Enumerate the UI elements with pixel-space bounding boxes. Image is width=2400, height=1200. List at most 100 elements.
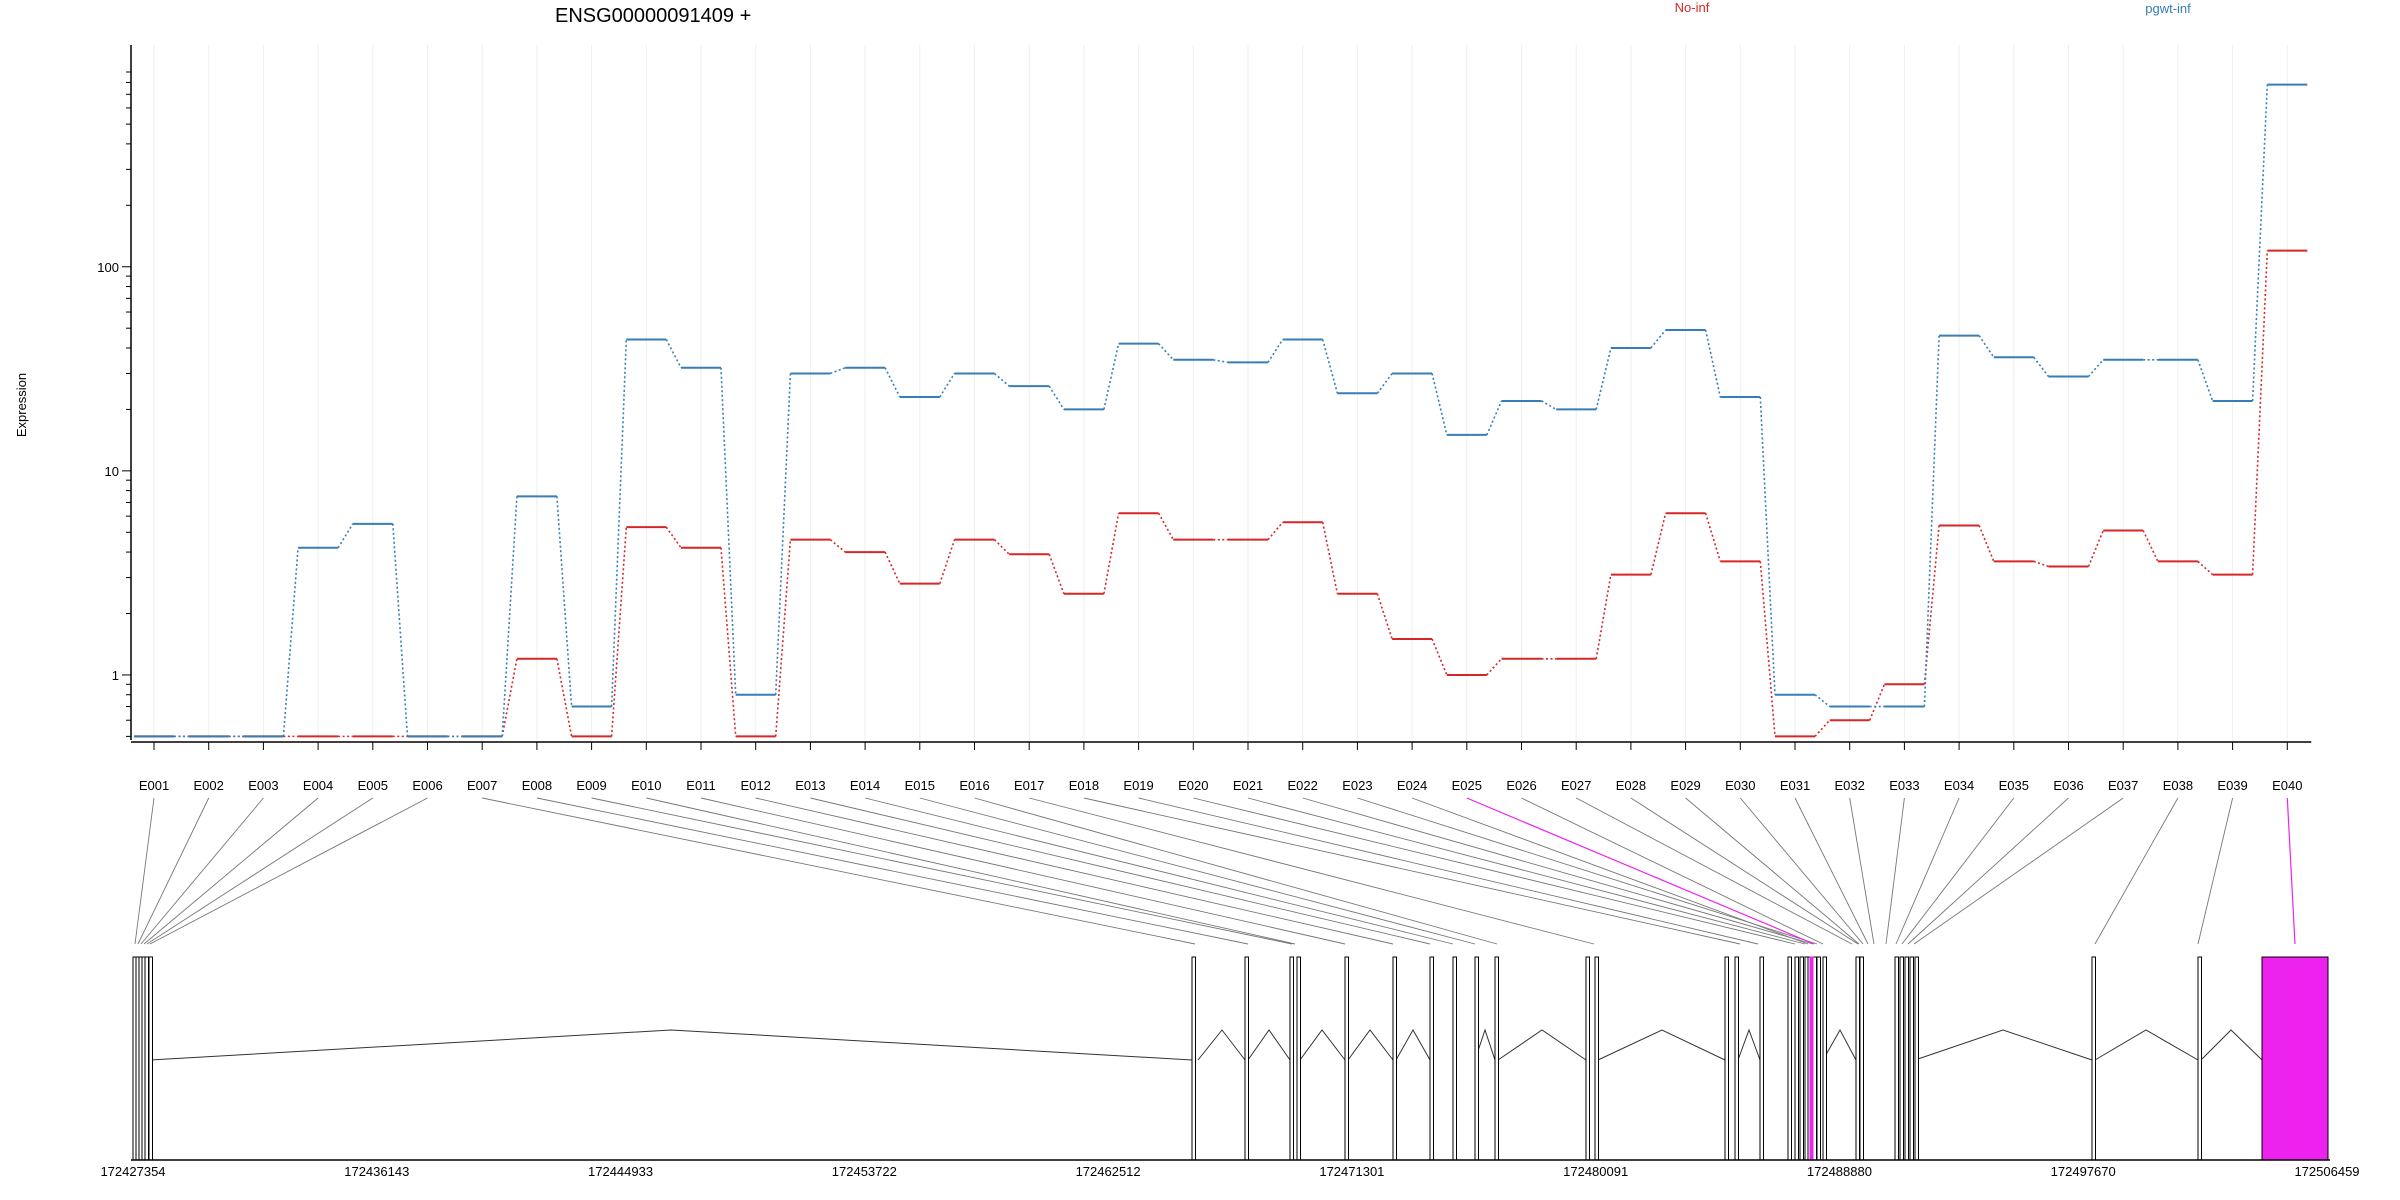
connector-e009	[591, 797, 1293, 945]
transition-segment	[1267, 339, 1284, 363]
transition-segment	[993, 372, 1010, 387]
x-tick-label-e015: E015	[905, 778, 935, 793]
coordinate-tick-label: 172462512	[1076, 1164, 1141, 1179]
connector-e039	[2197, 797, 2234, 945]
exon-box	[1244, 956, 1249, 1161]
x-tick-label-e007: E007	[467, 778, 497, 793]
transition-segment	[1103, 343, 1120, 410]
x-tick-label-e034: E034	[1944, 778, 1974, 793]
transition-segment	[1431, 373, 1448, 436]
transition-segment	[720, 547, 737, 737]
transition-segment	[1157, 512, 1174, 541]
connector-e038	[2094, 797, 2179, 945]
grid-lines	[153, 45, 2288, 740]
intron-link	[1497, 1029, 1587, 1061]
x-axis: E001 E002 E003 E004 E005 E006 E007 E008 E009 E010…	[131, 741, 2312, 793]
x-tick-label-e038: E038	[2163, 778, 2193, 793]
transition-segment	[1048, 554, 1065, 595]
x-tick-label-e011: E011	[686, 778, 715, 793]
y-tick-label: 1	[112, 668, 119, 683]
exon-connectors	[134, 797, 2296, 945]
transition-segment	[1978, 525, 1995, 562]
x-tick-label-e035: E035	[1999, 778, 2029, 793]
connector-e024	[1411, 797, 1809, 945]
x-tick-label-e028: E028	[1616, 778, 1646, 793]
intron-link	[2200, 1029, 2263, 1061]
connector-e008	[536, 797, 1249, 945]
exon-box	[1759, 956, 1764, 1161]
transition-segment	[1486, 658, 1503, 676]
connector-e013	[810, 797, 1431, 945]
transition-segment	[1704, 329, 1722, 398]
exon-box	[1344, 956, 1349, 1161]
transition-segment	[1486, 400, 1503, 436]
x-tick-label-e002: E002	[194, 778, 224, 793]
legend-no-inf: No-inf	[1675, 0, 1710, 15]
connector-e029	[1685, 797, 1860, 945]
connector-e011	[700, 797, 1346, 945]
x-tick-label-e013: E013	[795, 778, 825, 793]
x-tick-label-e025: E025	[1452, 778, 1482, 793]
y-tick-label: 10	[105, 464, 119, 479]
exon-box	[1296, 956, 1301, 1161]
transition-segment	[337, 523, 354, 549]
exon-box	[1474, 956, 1479, 1161]
intron-link	[1914, 1029, 2093, 1061]
transition-segment	[829, 539, 846, 553]
x-tick-label-e009: E009	[576, 778, 606, 793]
transition-segment	[501, 658, 518, 737]
connector-e017	[1029, 797, 1595, 945]
intron-link	[1299, 1029, 1346, 1061]
intron-link	[1197, 1029, 1246, 1061]
exon-box	[1494, 956, 1499, 1161]
transition-segment	[774, 539, 792, 737]
intron-link	[149, 1029, 1193, 1061]
transition-segment	[2197, 560, 2214, 576]
connector-e014	[864, 797, 1454, 945]
connector-e022	[1302, 797, 1814, 945]
intron-link	[1822, 1028, 1857, 1061]
connector-e033	[1885, 797, 1905, 945]
transition-segment	[720, 367, 737, 695]
transition-segment	[665, 526, 682, 549]
gene-model	[131, 956, 2330, 1161]
exon-box	[144, 956, 149, 1161]
intron-link	[1347, 1029, 1394, 1061]
connector-e030	[1739, 797, 1864, 945]
exon-box	[2091, 956, 2096, 1161]
exon-box	[1429, 956, 1434, 1161]
exon-box	[1894, 956, 1899, 1161]
transition-segment	[1978, 335, 1995, 358]
connector-e032	[1849, 797, 1875, 945]
x-tick-label-e017: E017	[1014, 778, 1044, 793]
connector-e027	[1575, 797, 1853, 945]
connector-e002	[137, 797, 210, 945]
coordinate-tick-label: 172427354	[100, 1164, 165, 1179]
connector-e015	[919, 797, 1476, 945]
connector-e036	[1907, 797, 2069, 945]
coordinate-tick-label: 172453722	[832, 1164, 897, 1179]
exon-box	[1899, 956, 1904, 1161]
transition-segment	[1158, 343, 1174, 361]
series-lines	[134, 83, 2308, 738]
exon-box	[1909, 956, 1914, 1161]
connector-e031	[1794, 797, 1869, 945]
exon-box	[1724, 956, 1729, 1161]
x-tick-label-e040: E040	[2272, 778, 2302, 793]
x-tick-label-e018: E018	[1069, 778, 1099, 793]
connector-e004	[143, 797, 319, 945]
x-tick-label-e037: E037	[2108, 778, 2138, 793]
transition-segment	[830, 367, 846, 375]
x-tick-label-e032: E032	[1835, 778, 1865, 793]
x-tick-label-e006: E006	[412, 778, 442, 793]
transition-segment	[2087, 359, 2104, 378]
coordinate-tick-label: 172444933	[588, 1164, 653, 1179]
transition-segment	[610, 527, 628, 737]
x-tick-label-e005: E005	[358, 778, 388, 793]
connector-e016	[974, 797, 1498, 945]
legend-pgwt-inf: pgwt-inf	[2145, 1, 2191, 16]
x-tick-label-e020: E020	[1178, 778, 1208, 793]
connector-e035	[1901, 797, 2015, 945]
intron-link	[1597, 1029, 1726, 1061]
exon-box	[1822, 956, 1827, 1161]
